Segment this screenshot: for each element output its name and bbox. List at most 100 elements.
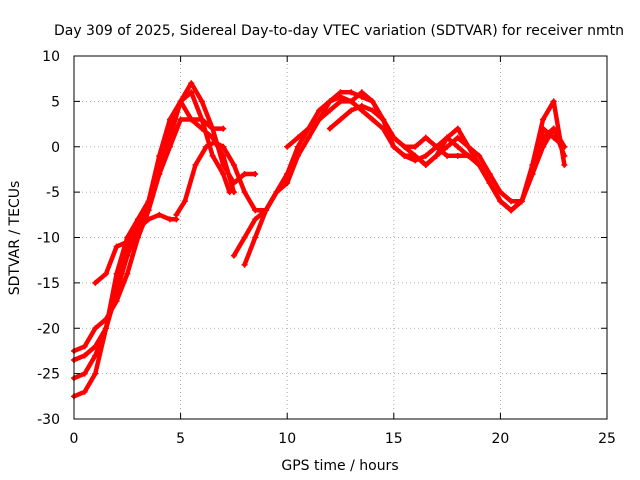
data-point — [145, 216, 152, 223]
data-point — [529, 170, 536, 177]
data-point — [102, 325, 109, 332]
y-tick-label: -15 — [37, 276, 60, 292]
data-point — [230, 161, 237, 168]
data-point — [252, 207, 259, 214]
data-point — [454, 125, 461, 132]
data-point — [113, 243, 120, 250]
data-point — [177, 98, 184, 105]
data-point — [230, 252, 237, 259]
y-tick-label: 0 — [51, 140, 60, 156]
data-point — [422, 161, 429, 168]
data-point — [198, 98, 205, 105]
series-trace — [71, 117, 237, 354]
data-point — [177, 116, 184, 123]
data-point — [81, 343, 88, 350]
data-point — [422, 152, 429, 159]
data-point — [348, 89, 355, 96]
data-point — [550, 125, 557, 132]
data-point — [390, 143, 397, 150]
data-point — [166, 216, 173, 223]
data-point — [81, 352, 88, 359]
data-point — [156, 152, 163, 159]
data-point — [284, 143, 291, 150]
grid-lines — [74, 56, 607, 419]
series-track-5 — [92, 211, 180, 286]
data-point — [273, 189, 280, 196]
data-point — [92, 325, 99, 332]
series-trace — [242, 90, 567, 267]
data-point — [166, 143, 173, 150]
series-track-3 — [71, 98, 227, 364]
data-point — [476, 161, 483, 168]
data-point — [220, 125, 227, 132]
series-track-7 — [230, 93, 568, 259]
data-point — [465, 143, 472, 150]
y-tick-label: -20 — [37, 321, 60, 337]
x-tick-label: 15 — [385, 431, 403, 447]
data-point — [188, 80, 195, 87]
data-point — [230, 189, 237, 196]
data-point — [209, 134, 216, 141]
data-point — [486, 180, 493, 187]
data-point — [540, 125, 547, 132]
data-point — [198, 116, 205, 123]
data-point — [316, 107, 323, 114]
data-point — [540, 134, 547, 141]
data-point — [284, 180, 291, 187]
data-point — [156, 211, 163, 218]
data-point — [508, 207, 515, 214]
data-point — [454, 143, 461, 150]
data-point — [241, 261, 248, 268]
data-point — [326, 107, 333, 114]
x-tick-label: 5 — [176, 431, 185, 447]
chart-title: Day 309 of 2025, Sidereal Day-to-day VTE… — [54, 23, 624, 39]
data-point — [102, 270, 109, 277]
data-point — [508, 198, 515, 205]
data-point — [203, 143, 210, 150]
data-point — [561, 143, 568, 150]
data-point — [380, 116, 387, 123]
data-point — [444, 143, 451, 150]
data-point — [358, 102, 365, 109]
y-tick-label: 5 — [51, 94, 60, 110]
data-point — [188, 116, 195, 123]
x-tick-label: 25 — [598, 431, 616, 447]
y-tick-label: -30 — [37, 412, 60, 428]
data-point — [181, 198, 188, 205]
y-axis-label: SDTVAR / TECUs — [7, 181, 23, 296]
series-trace — [71, 99, 226, 363]
data-point — [241, 170, 248, 177]
data-point — [518, 198, 525, 205]
data-point — [294, 152, 301, 159]
data-point — [134, 216, 141, 223]
data-point — [412, 152, 419, 159]
data-point — [561, 161, 568, 168]
data-point — [305, 125, 312, 132]
y-tick-label: 10 — [42, 49, 60, 65]
x-axis-ticks: 0 5 10 15 20 25 — [70, 56, 616, 447]
data-point — [348, 107, 355, 114]
data-point — [220, 152, 227, 159]
data-point — [422, 134, 429, 141]
data-point — [252, 234, 259, 241]
data-point — [326, 98, 333, 105]
data-point — [540, 116, 547, 123]
data-point — [305, 134, 312, 141]
y-tick-label: -5 — [46, 185, 60, 201]
data-point — [358, 89, 365, 96]
data-point — [113, 298, 120, 305]
data-point — [294, 143, 301, 150]
y-tick-label: -25 — [37, 367, 60, 383]
data-point — [198, 125, 205, 132]
data-point — [369, 107, 376, 114]
data-point — [92, 279, 99, 286]
data-point — [241, 234, 248, 241]
data-point — [294, 134, 301, 141]
data-point — [550, 98, 557, 105]
data-point — [92, 370, 99, 377]
series-track-10 — [326, 102, 568, 214]
data-point — [326, 125, 333, 132]
data-point — [166, 116, 173, 123]
data-point — [252, 216, 259, 223]
